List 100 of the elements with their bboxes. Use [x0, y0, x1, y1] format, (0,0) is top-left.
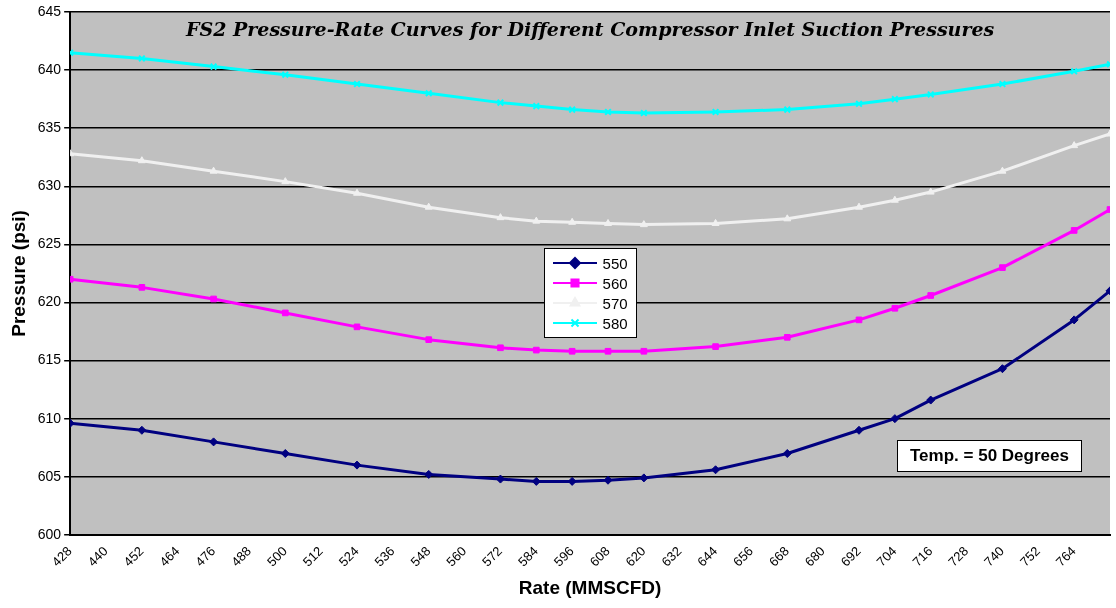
point	[926, 90, 935, 99]
point	[997, 364, 1007, 374]
point	[1070, 227, 1078, 234]
x-tick-label: 704	[873, 543, 900, 570]
point	[352, 460, 362, 470]
point	[496, 213, 505, 221]
point	[281, 177, 290, 185]
x-tick-label: 500	[264, 543, 290, 570]
point	[640, 347, 648, 355]
point	[568, 217, 577, 225]
x-tick-label: 560	[443, 543, 470, 570]
point	[783, 214, 792, 222]
x-tick-label: 716	[909, 543, 936, 570]
x-tick-label: 680	[801, 543, 828, 570]
y-tick-label: 615	[37, 351, 62, 368]
point	[926, 187, 935, 195]
point	[138, 284, 146, 291]
point	[639, 220, 648, 228]
x-tick-label: 656	[730, 543, 757, 570]
point	[353, 323, 361, 331]
point	[604, 347, 612, 355]
point	[783, 105, 792, 114]
legend-label: 550	[602, 254, 628, 272]
x-axis-title: Rate (MMSCFD)	[518, 576, 662, 598]
point	[855, 202, 863, 210]
point	[532, 346, 540, 354]
chart-title: FS2 Pressure-Rate Curves for Different Compressor Inlet Suction Pressures	[185, 18, 995, 40]
annotation: Temp. = 50 Degrees	[897, 440, 1082, 473]
x-tick-label: 428	[48, 543, 75, 570]
x-tick-label: 440	[84, 543, 111, 570]
x-tick-label: 512	[299, 543, 326, 570]
x-tick-label: 452	[120, 543, 147, 570]
x-tick-label: 572	[479, 543, 506, 570]
x-tick-label: 464	[156, 543, 183, 570]
x-tick-label: 668	[765, 543, 792, 570]
point	[532, 216, 541, 224]
y-tick-label: 630	[37, 177, 62, 194]
point	[1069, 315, 1079, 325]
y-tick-label: 610	[37, 409, 62, 426]
point	[353, 188, 361, 196]
legend-label: 580	[602, 314, 628, 332]
point	[712, 343, 719, 350]
x-tick-label: 524	[335, 543, 362, 570]
point	[424, 469, 434, 479]
point	[209, 62, 218, 71]
point	[532, 102, 541, 110]
y-tick-label: 620	[37, 293, 62, 310]
y-tick-label: 635	[37, 119, 62, 136]
point	[855, 316, 863, 324]
point	[782, 449, 792, 458]
point	[711, 465, 721, 475]
x-tick-label: 620	[622, 543, 649, 570]
x-tick-label: 584	[514, 543, 541, 570]
point	[424, 89, 433, 98]
point	[281, 309, 289, 317]
x-tick-label: 596	[550, 543, 577, 570]
x-tick-label: 632	[658, 543, 685, 570]
y-tick-label: 600	[37, 525, 62, 542]
point	[783, 333, 791, 341]
point	[890, 195, 899, 203]
point	[998, 166, 1007, 174]
x-tick-label: 536	[371, 543, 398, 570]
y-tick-label: 605	[37, 467, 62, 484]
point	[280, 449, 290, 458]
point	[604, 218, 612, 226]
point	[927, 292, 935, 299]
y-tick-label: 640	[37, 60, 62, 77]
point	[496, 98, 505, 107]
point	[891, 304, 899, 312]
x-tick-label: 548	[407, 543, 434, 570]
y-tick-label: 645	[37, 2, 62, 19]
point	[999, 264, 1006, 271]
legend-label: 560	[602, 274, 628, 292]
point	[926, 395, 936, 405]
x-tick-label: 692	[837, 543, 864, 570]
x-tick-label: 488	[228, 543, 255, 570]
x-tick-label: 740	[981, 543, 1008, 570]
legend-label: 570	[602, 294, 628, 312]
point	[209, 166, 218, 174]
point	[603, 475, 613, 485]
point	[137, 425, 147, 435]
x-tick-label: 608	[586, 543, 613, 570]
point	[209, 437, 219, 447]
y-axis-title: Pressure (psi)	[7, 210, 29, 337]
point	[424, 202, 433, 210]
x-tick-label: 752	[1016, 543, 1043, 570]
point	[711, 218, 720, 226]
x-tick-label: 764	[1052, 543, 1079, 570]
point	[497, 344, 504, 352]
point	[210, 295, 217, 303]
y-tick-label: 625	[37, 235, 62, 252]
point	[854, 425, 864, 435]
x-tick-label: 476	[192, 543, 219, 570]
x-tick-label: 644	[694, 543, 721, 570]
point	[890, 414, 900, 424]
point	[425, 336, 433, 343]
point	[1070, 67, 1078, 76]
x-tick-label: 728	[945, 543, 972, 570]
point	[568, 347, 576, 355]
point	[138, 54, 146, 63]
